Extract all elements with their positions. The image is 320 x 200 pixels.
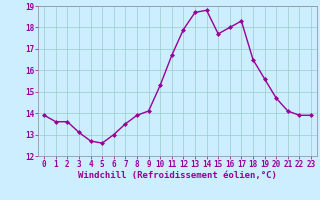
X-axis label: Windchill (Refroidissement éolien,°C): Windchill (Refroidissement éolien,°C): [78, 171, 277, 180]
